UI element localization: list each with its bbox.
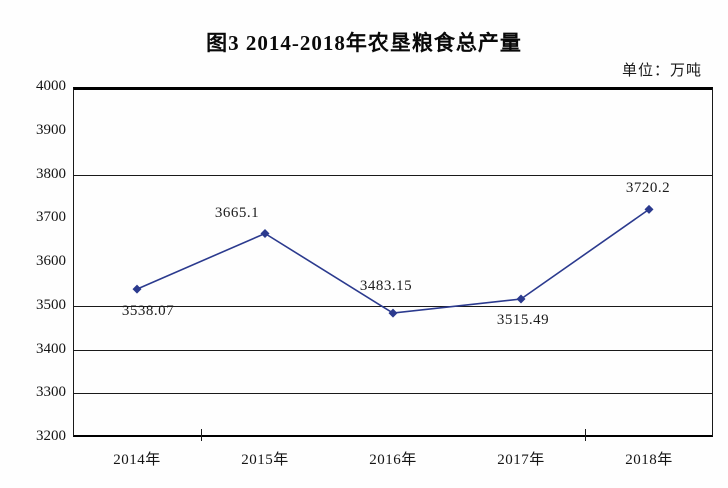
y-axis-label: 4000 <box>36 78 66 94</box>
gridline <box>73 350 713 351</box>
chart-title: 图3 2014-2018年农垦粮食总产量 <box>206 31 522 55</box>
y-axis-label: 3600 <box>36 253 66 269</box>
y-axis-label: 3800 <box>36 166 66 182</box>
data-point-marker <box>516 294 526 304</box>
plot-area <box>73 87 713 437</box>
y-axis-label: 3200 <box>36 428 66 444</box>
data-point-marker <box>388 308 398 318</box>
series-line <box>136 208 650 314</box>
x-axis-tick <box>585 429 586 441</box>
x-axis-label: 2015年 <box>241 452 289 468</box>
y-axis-label: 3400 <box>36 341 66 357</box>
x-axis-label: 2017年 <box>497 452 545 468</box>
gridline <box>73 306 713 307</box>
data-point-label: 3538.07 <box>121 303 175 319</box>
data-point-label: 3665.1 <box>214 205 260 221</box>
unit-label: 单位：万吨 <box>621 63 702 79</box>
x-axis-label: 2018年 <box>625 452 673 468</box>
y-axis-label: 3300 <box>36 384 66 400</box>
data-point-marker <box>644 204 654 214</box>
y-axis-label: 3900 <box>36 122 66 138</box>
data-point-label: 3720.2 <box>625 180 671 196</box>
gridline <box>73 175 713 176</box>
data-point-label: 3483.15 <box>359 278 413 294</box>
y-axis-label: 3700 <box>36 209 66 225</box>
x-axis-tick <box>201 429 202 441</box>
data-point-marker <box>260 229 270 239</box>
x-axis-label: 2014年 <box>113 452 161 468</box>
x-axis-label: 2016年 <box>369 452 417 468</box>
data-point-marker <box>132 284 142 294</box>
data-point-label: 3515.49 <box>496 312 550 328</box>
gridline <box>73 393 713 394</box>
y-axis-label: 3500 <box>36 297 66 313</box>
